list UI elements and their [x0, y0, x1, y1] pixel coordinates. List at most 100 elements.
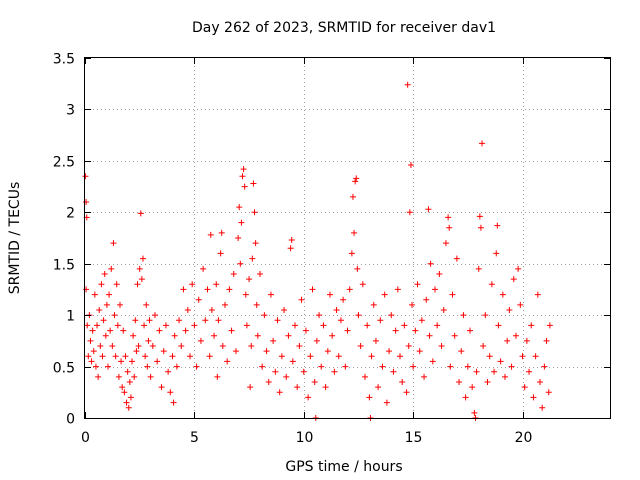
data-point: [379, 363, 386, 370]
data-point: [95, 373, 102, 380]
data-point: [84, 322, 91, 329]
data-point: [292, 322, 298, 329]
data-point: [100, 317, 107, 324]
chart-title: Day 262 of 2023, SRMTID for receiver dav…: [192, 20, 496, 36]
data-point: [125, 404, 132, 411]
data-point: [99, 353, 106, 360]
data-point: [504, 337, 511, 344]
data-point: [451, 332, 458, 339]
data-point: [88, 358, 95, 365]
data-point: [228, 327, 235, 334]
data-point: [115, 373, 122, 380]
data-point: [110, 240, 117, 247]
data-point: [349, 193, 356, 200]
y-tick-label: 1: [66, 309, 75, 325]
y-tick-label: 3.5: [53, 52, 75, 68]
data-point: [251, 209, 258, 216]
axis-ticks: [85, 58, 610, 419]
x-tick-label: 5: [190, 430, 199, 446]
data-point: [327, 291, 333, 298]
data-point: [272, 368, 279, 375]
data-point: [456, 379, 463, 385]
data-point: [534, 291, 541, 298]
data-point: [512, 332, 519, 339]
data-point: [484, 379, 491, 385]
data-point: [123, 399, 130, 406]
data-point: [147, 373, 154, 380]
data-point: [250, 180, 257, 187]
data-point: [469, 384, 476, 391]
data-point: [493, 250, 500, 257]
data-point: [541, 363, 548, 370]
data-point: [491, 368, 498, 375]
data-point: [122, 353, 129, 360]
data-point: [324, 348, 331, 355]
data-point: [471, 409, 478, 416]
data-point: [410, 363, 417, 370]
data-point: [274, 317, 281, 324]
data-point: [543, 337, 550, 344]
data-point: [510, 276, 517, 283]
data-point: [434, 322, 441, 329]
data-point: [372, 337, 379, 344]
data-point: [426, 332, 433, 339]
data-point: [176, 317, 183, 324]
data-point: [494, 222, 501, 229]
data-point: [476, 213, 483, 220]
data-point: [477, 224, 484, 231]
data-point: [206, 353, 213, 360]
data-point: [407, 161, 414, 168]
data-point: [208, 307, 215, 313]
data-point: [475, 265, 482, 272]
data-point: [519, 353, 526, 360]
data-point: [383, 399, 390, 406]
data-point: [120, 327, 127, 334]
data-point: [197, 337, 204, 344]
y-tick-label: 3: [66, 103, 75, 119]
data-point: [432, 286, 438, 293]
data-point: [344, 327, 351, 334]
data-point: [106, 291, 113, 298]
data-point: [409, 301, 416, 308]
data-point: [253, 301, 260, 308]
y-tick-label: 0.5: [53, 361, 75, 377]
data-point: [170, 399, 177, 406]
data-point: [135, 343, 142, 349]
data-point: [331, 368, 338, 375]
data-point: [242, 291, 249, 298]
data-point: [346, 286, 353, 293]
data-point: [224, 358, 231, 365]
data-point: [246, 276, 253, 283]
data-point: [207, 231, 214, 238]
data-point: [406, 209, 413, 216]
data-point: [532, 353, 539, 360]
data-point: [546, 322, 553, 329]
data-point: [278, 353, 285, 360]
data-point: [237, 260, 244, 267]
data-point: [85, 353, 92, 360]
data-point: [91, 291, 98, 298]
data-point: [390, 368, 397, 375]
data-point: [300, 368, 307, 375]
data-point: [329, 332, 336, 339]
data-point: [162, 322, 169, 329]
data-point: [438, 343, 445, 349]
data-point: [429, 358, 436, 365]
data-point: [397, 353, 403, 360]
data-point: [109, 343, 116, 349]
data-point: [462, 394, 469, 401]
data-point: [254, 332, 261, 339]
data-point: [137, 210, 144, 217]
y-tick-label: 2.5: [53, 155, 75, 171]
data-point: [335, 353, 342, 360]
data-point: [204, 286, 211, 293]
data-point: [502, 373, 508, 380]
data-point: [366, 394, 373, 401]
data-point: [129, 358, 136, 365]
data-point: [351, 229, 358, 236]
data-point: [252, 240, 259, 247]
data-point: [131, 373, 138, 380]
x-tick-label: 0: [81, 430, 90, 446]
data-point: [316, 312, 323, 319]
data-point: [238, 219, 245, 226]
